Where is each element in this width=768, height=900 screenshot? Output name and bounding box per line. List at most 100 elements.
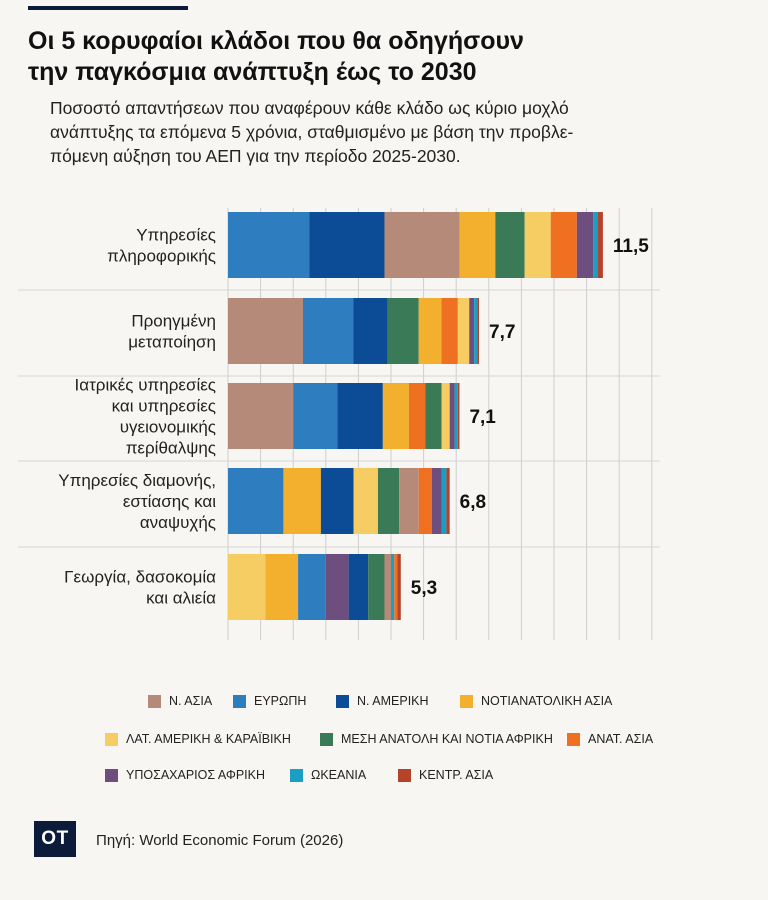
bar-segment (477, 298, 480, 364)
category-label: Προηγμένη (131, 312, 216, 331)
bar-segment (293, 383, 338, 449)
legend-item: ΑΝΑΤ. ΑΣΙΑ (567, 732, 653, 746)
bar-segment (368, 554, 385, 620)
bar-segment (441, 468, 447, 534)
bar-segment (353, 298, 388, 364)
legend-item: ΩΚΕΑΝΙΑ (290, 768, 366, 782)
legend-label: Ν. ΑΣΙΑ (169, 694, 213, 708)
bar-segment (418, 468, 432, 534)
bar-segment (441, 383, 450, 449)
bar-segment (384, 554, 391, 620)
bar-segment (431, 468, 442, 534)
legend-item: ΜΕΣΗ ΑΝΑΤΟΛΗ ΚΑΙ ΝΟΤΙΑ ΑΦΡΙΚΗ (320, 732, 553, 746)
bar-segment (446, 468, 450, 534)
legend-label: ΝΟΤΙΑΝΑΤΟΛΙΚΗ ΑΣΙΑ (481, 694, 613, 708)
bar-segment (474, 298, 478, 364)
legend-label: ΛΑΤ. ΑΜΕΡΙΚΗ & ΚΑΡΑΪΒΙΚΗ (126, 732, 291, 746)
bar-segment (550, 212, 577, 278)
bar-segment (325, 554, 349, 620)
legend-item: ΕΥΡΩΠΗ (233, 694, 306, 708)
bar-segment (309, 212, 385, 278)
bar-segment (397, 554, 401, 620)
bar-segment (348, 554, 369, 620)
bar-segment (228, 468, 284, 534)
category-label: Ιατρικές υπηρεσίες (75, 376, 216, 395)
category-label: αναψυχής (140, 513, 216, 532)
bar-segment (391, 554, 395, 620)
legend-item: ΝΟΤΙΑΝΑΤΟΛΙΚΗ ΑΣΙΑ (460, 694, 612, 708)
bar-segment (337, 383, 383, 449)
total-value-label: 11,5 (613, 236, 649, 257)
bar-segment (298, 554, 326, 620)
bar-segment (457, 298, 470, 364)
category-label: Υπηρεσίες (136, 226, 216, 245)
category-label: και υπηρεσίες (112, 397, 216, 416)
bar-segment (524, 212, 551, 278)
chart-title: Οι 5 κορυφαίοι κλάδοι που θα οδηγήσουν τ… (28, 27, 524, 86)
bar-segment (454, 383, 458, 449)
bar-segment (384, 212, 460, 278)
bar-segment (283, 468, 321, 534)
legend-label: ΥΠΟΣΑΧΑΡΙΟΣ ΑΦΡΙΚΗ (126, 768, 265, 782)
category-label: υγειονομικής (120, 418, 216, 437)
bar-segment (598, 212, 603, 278)
legend-swatch (105, 732, 118, 746)
chart-subtitle: Ποσοστό απαντήσεων που αναφέρουν κάθε κλ… (50, 98, 574, 166)
legend-swatch (290, 768, 303, 782)
legend-label: ΚΕΝΤΡ. ΑΣΙΑ (419, 768, 494, 782)
bar-segment (408, 383, 426, 449)
legend-item: Ν. ΑΜΕΡΙΚΗ (336, 694, 429, 708)
bar-segment (449, 383, 455, 449)
total-value-label: 7,1 (469, 407, 496, 428)
bar-segment (387, 298, 419, 364)
total-value-label: 5,3 (411, 578, 437, 599)
category-label: και αλιεία (146, 589, 216, 608)
category-label: εστίασης και (123, 492, 216, 511)
bar-segment (382, 383, 409, 449)
bar-segment (228, 383, 294, 449)
legend-label: ΕΥΡΩΠΗ (254, 694, 307, 708)
legend-swatch (320, 732, 333, 746)
legend-label: ΜΕΣΗ ΑΝΑΤΟΛΗ ΚΑΙ ΝΟΤΙΑ ΑΦΡΙΚΗ (341, 732, 553, 746)
legend-label: ΩΚΕΑΝΙΑ (311, 768, 367, 782)
category-label: μεταποίηση (128, 333, 216, 352)
legend-label: ΑΝΑΤ. ΑΣΙΑ (588, 732, 654, 746)
bar-segment (418, 298, 442, 364)
category-label: περίθαλψης (126, 439, 216, 458)
bar-segment (228, 212, 310, 278)
total-value-label: 7,7 (489, 322, 515, 343)
legend-item: ΥΠΟΣΑΧΑΡΙΟΣ ΑΦΡΙΚΗ (105, 768, 265, 782)
bar-segment (441, 298, 458, 364)
legend-swatch (460, 694, 473, 708)
legend-swatch (398, 768, 411, 782)
bar-segment (377, 468, 400, 534)
bar-segment (353, 468, 378, 534)
bar-segment (228, 554, 266, 620)
bar-segment (265, 554, 299, 620)
total-value-label: 6,8 (460, 492, 486, 513)
bar-segment (469, 298, 475, 364)
bar-segment (399, 468, 419, 534)
bar-segment (320, 468, 354, 534)
bar-segment (394, 554, 398, 620)
bar-segment (593, 212, 599, 278)
legend-item: Ν. ΑΣΙΑ (148, 694, 212, 708)
top-accent-rule (28, 6, 188, 10)
legend-label: Ν. ΑΜΕΡΙΚΗ (357, 694, 429, 708)
bar-segment (457, 383, 460, 449)
bar-segment (459, 212, 496, 278)
category-label: Υπηρεσίες διαμονής, (58, 471, 216, 490)
legend-swatch (567, 732, 580, 746)
legend-swatch (105, 768, 118, 782)
stacked-bar-chart: Υπηρεσίες πληροφορικής 11,5 Προηγμένη μεταπο… (18, 208, 660, 640)
bar-segment (228, 298, 303, 364)
ot-logo: OT (34, 821, 76, 857)
category-label: Γεωργία, δασοκομία (64, 568, 216, 587)
legend-item: ΚΕΝΤΡ. ΑΣΙΑ (398, 768, 493, 782)
bar-segment (495, 212, 525, 278)
bar-segment (302, 298, 354, 364)
legend-swatch (233, 694, 246, 708)
category-label: πληροφορικής (107, 247, 216, 266)
legend-item: ΛΑΤ. ΑΜΕΡΙΚΗ & ΚΑΡΑΪΒΙΚΗ (105, 732, 291, 746)
legend-swatch (336, 694, 349, 708)
